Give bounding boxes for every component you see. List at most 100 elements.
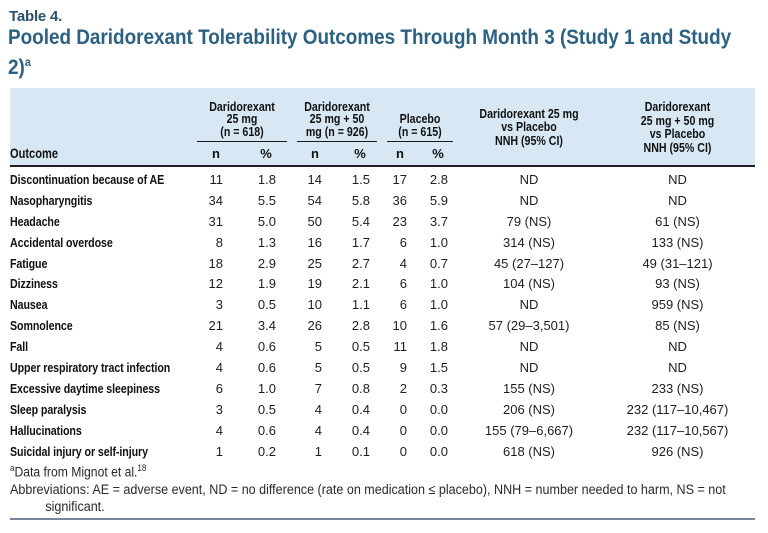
placebo-n-cell: 0	[399, 401, 407, 417]
placebo-n-cell: 9	[399, 359, 407, 375]
nnh-2550-cell: 61 (NS)	[655, 213, 700, 229]
placebo-n-cell: 23	[392, 213, 407, 229]
table-row: Nausea 3 0.5 10 1.1 6 1.0 ND 959 (NS)	[10, 294, 755, 315]
d25-pct-cell: 1.9	[257, 276, 276, 292]
table-row: Somnolence 21 3.4 26 2.8 10 1.6 57 (29–3,501) 85…	[10, 315, 755, 336]
placebo-n-cell: 0	[399, 443, 407, 459]
d2550-n-cell: 4	[314, 422, 322, 438]
nnh-2550-cell: 232 (117–10,567)	[626, 422, 729, 438]
d25-n-cell: 11	[209, 171, 224, 187]
d2550-pct-cell: 1.5	[351, 171, 370, 187]
placebo-pct-cell: 2.8	[429, 171, 448, 187]
placebo-pct-cell: 0.0	[429, 422, 448, 438]
table-row: Excessive daytime sleepiness 6 1.0 7 0.8 2 0.3…	[10, 378, 755, 399]
nnh-2550-cell: ND	[668, 339, 687, 355]
column-header-nnh-25mg: Daridorexant 25 mg vs Placebo NNH (95% CI)	[458, 93, 600, 165]
placebo-pct-cell: 1.8	[429, 339, 448, 355]
table-row: Fatigue 18 2.9 25 2.7 4 0.7 45 (27–127) 49 (31–1…	[10, 253, 755, 274]
table-row: Hallucinations 4 0.6 4 0.4 0 0.0 155 (79–6,667)…	[10, 420, 755, 441]
d25-pct-cell: 2.9	[257, 255, 276, 271]
d25-n-cell: 4	[215, 422, 223, 438]
table-row: Dizziness 12 1.9 19 2.1 6 1.0 104 (NS) 93 (NS)	[10, 273, 755, 294]
d25-n-cell: 1	[215, 443, 223, 459]
d2550-n-cell: 54	[307, 192, 322, 208]
d25-n-cell: 12	[208, 276, 223, 292]
d2550-pct-cell: 2.1	[351, 276, 370, 292]
outcome-cell: Discontinuation because of AE	[10, 171, 165, 187]
subcolumn-header: %	[354, 146, 366, 161]
nnh-25-cell: 155 (79–6,667)	[484, 422, 574, 438]
table-row: Headache 31 5.0 50 5.4 23 3.7 79 (NS) 61 (NS)	[10, 211, 755, 232]
nnh-25-cell: ND	[519, 297, 539, 313]
nnh-2550-cell: 959 (NS)	[651, 297, 704, 313]
placebo-n-cell: 6	[399, 297, 407, 313]
d2550-n-cell: 14	[307, 171, 322, 187]
group-underline	[197, 141, 287, 142]
d2550-pct-cell: 0.4	[351, 422, 370, 438]
nnh-title: Daridorexant 25 mg vs Placebo NNH (95% CI)	[479, 106, 579, 148]
group-title: Daridorexant 25 mg + 50 mg (n = 926)	[304, 99, 370, 139]
nnh-2550-cell: ND	[668, 192, 687, 208]
placebo-pct-cell: 5.9	[429, 192, 448, 208]
d25-pct-cell: 0.5	[257, 297, 276, 313]
nnh-25-cell: 206 (NS)	[502, 401, 556, 417]
nnh-2550-cell: 926 (NS)	[651, 443, 704, 459]
d2550-pct-cell: 5.8	[351, 192, 370, 208]
d25-pct-cell: 1.8	[257, 171, 276, 187]
placebo-n-cell: 11	[393, 339, 408, 355]
outcome-cell: Fall	[10, 339, 29, 355]
nnh-2550-cell: 49 (31–121)	[642, 255, 713, 271]
d2550-n-cell: 5	[314, 339, 322, 355]
placebo-n-cell: 2	[399, 380, 407, 396]
source-footnote-text: Data from Mignot et al.	[14, 464, 138, 480]
table-row: Suicidal injury or self-injury 1 0.2 1 0.1 0 0…	[10, 441, 755, 462]
table-title-text: Pooled Daridorexant Tolerability Outcome…	[8, 26, 732, 79]
d2550-n-cell: 10	[307, 297, 322, 313]
d2550-n-cell: 5	[314, 359, 322, 375]
nnh-25-cell: ND	[519, 359, 539, 375]
nnh-25-cell: ND	[519, 192, 539, 208]
placebo-n-cell: 10	[392, 318, 407, 334]
outcome-cell: Headache	[10, 213, 60, 229]
outcome-cell: Hallucinations	[10, 422, 82, 438]
d25-n-cell: 21	[208, 318, 223, 334]
nnh-25-cell: 79 (NS)	[506, 213, 552, 229]
d25-pct-cell: 0.6	[257, 359, 276, 375]
subcolumn-header: n	[396, 146, 404, 161]
nnh-25-cell: 104 (NS)	[502, 276, 556, 292]
outcome-cell: Accidental overdose	[10, 234, 113, 250]
table-row: Sleep paralysis 3 0.5 4 0.4 0 0.0 206 (NS) 232 (…	[10, 399, 755, 420]
placebo-n-cell: 36	[392, 192, 407, 208]
nnh-2550-cell: 85 (NS)	[655, 318, 700, 334]
reference-number: 18	[137, 463, 147, 473]
column-group-daridorexant-25-50mg: Daridorexant 25 mg + 50 mg (n = 926) n%	[292, 93, 382, 165]
d2550-pct-cell: 0.5	[351, 359, 370, 375]
placebo-n-cell: 4	[399, 255, 407, 271]
outcome-cell: Dizziness	[10, 276, 58, 292]
d2550-pct-cell: 2.8	[351, 318, 370, 334]
d2550-pct-cell: 0.1	[351, 443, 370, 459]
nnh-2550-cell: ND	[668, 171, 687, 187]
d25-n-cell: 18	[208, 255, 223, 271]
nnh-title: Daridorexant 25 mg + 50 mg vs Placebo NNH (…	[640, 100, 715, 155]
outcome-cell: Nausea	[10, 297, 48, 313]
d2550-pct-cell: 0.4	[351, 401, 370, 417]
placebo-pct-cell: 3.7	[429, 213, 448, 229]
d2550-n-cell: 26	[307, 318, 322, 334]
placebo-pct-cell: 1.6	[429, 318, 448, 334]
group-underline	[387, 141, 453, 142]
table-row: Fall 4 0.6 5 0.5 11 1.8 ND ND	[10, 336, 755, 357]
placebo-n-cell: 6	[399, 234, 407, 250]
placebo-n-cell: 0	[399, 422, 407, 438]
nnh-2550-cell: 93 (NS)	[655, 276, 700, 292]
d25-n-cell: 6	[215, 380, 223, 396]
outcome-cell: Upper respiratory tract infection	[10, 359, 171, 375]
d25-pct-cell: 0.6	[257, 339, 276, 355]
d25-pct-cell: 5.0	[257, 213, 276, 229]
outcome-cell: Suicidal injury or self-injury	[10, 443, 148, 459]
table-row: Nasopharyngitis 34 5.5 54 5.8 36 5.9 ND ND	[10, 190, 755, 211]
d2550-n-cell: 1	[314, 443, 322, 459]
nnh-2550-cell: 232 (117–10,467)	[626, 401, 729, 417]
placebo-pct-cell: 1.0	[429, 234, 448, 250]
